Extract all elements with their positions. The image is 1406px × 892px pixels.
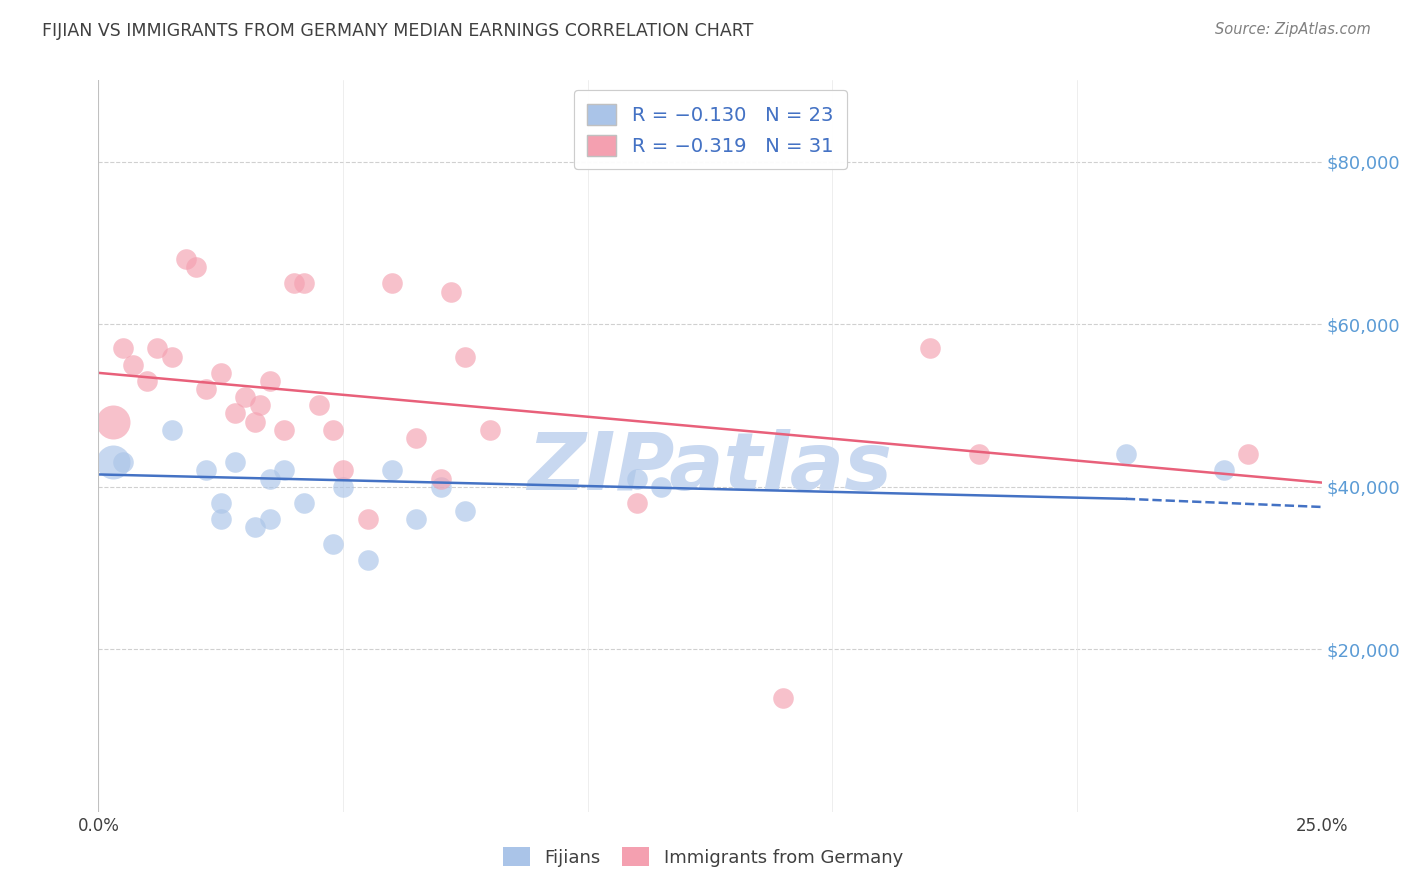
- Point: [332, 480, 354, 494]
- Point: [209, 512, 232, 526]
- Point: [259, 471, 281, 485]
- Point: [405, 431, 427, 445]
- Point: [405, 512, 427, 526]
- Point: [454, 504, 477, 518]
- Point: [308, 398, 330, 412]
- Point: [381, 463, 404, 477]
- Point: [454, 350, 477, 364]
- Point: [1237, 447, 1260, 461]
- Point: [283, 277, 305, 291]
- Point: [967, 447, 990, 461]
- Text: ZIPatlas: ZIPatlas: [527, 429, 893, 507]
- Point: [478, 423, 501, 437]
- Point: [176, 252, 198, 266]
- Legend: Fijians, Immigrants from Germany: Fijians, Immigrants from Germany: [496, 840, 910, 874]
- Point: [224, 407, 246, 421]
- Point: [209, 366, 232, 380]
- Point: [332, 463, 354, 477]
- Point: [322, 423, 344, 437]
- Point: [101, 455, 124, 469]
- Point: [440, 285, 463, 299]
- Point: [292, 277, 315, 291]
- Point: [356, 512, 378, 526]
- Point: [356, 553, 378, 567]
- Point: [1115, 447, 1137, 461]
- Point: [136, 374, 159, 388]
- Point: [430, 471, 453, 485]
- Point: [195, 463, 218, 477]
- Point: [650, 480, 672, 494]
- Point: [160, 350, 183, 364]
- Point: [195, 382, 218, 396]
- Point: [920, 342, 942, 356]
- Point: [101, 415, 124, 429]
- Point: [273, 463, 295, 477]
- Point: [430, 480, 453, 494]
- Point: [121, 358, 143, 372]
- Point: [626, 471, 648, 485]
- Point: [111, 342, 134, 356]
- Point: [243, 415, 266, 429]
- Point: [243, 520, 266, 534]
- Point: [292, 496, 315, 510]
- Point: [233, 390, 256, 404]
- Text: FIJIAN VS IMMIGRANTS FROM GERMANY MEDIAN EARNINGS CORRELATION CHART: FIJIAN VS IMMIGRANTS FROM GERMANY MEDIAN…: [42, 22, 754, 40]
- Point: [160, 423, 183, 437]
- Point: [146, 342, 169, 356]
- Point: [381, 277, 404, 291]
- Point: [209, 496, 232, 510]
- Text: Source: ZipAtlas.com: Source: ZipAtlas.com: [1215, 22, 1371, 37]
- Point: [186, 260, 208, 275]
- Point: [1212, 463, 1234, 477]
- Point: [224, 455, 246, 469]
- Legend: R = −0.130   N = 23, R = −0.319   N = 31: R = −0.130 N = 23, R = −0.319 N = 31: [574, 90, 846, 169]
- Point: [626, 496, 648, 510]
- Point: [259, 512, 281, 526]
- Point: [273, 423, 295, 437]
- Point: [249, 398, 271, 412]
- Point: [322, 536, 344, 550]
- Point: [259, 374, 281, 388]
- Point: [772, 690, 794, 705]
- Point: [111, 455, 134, 469]
